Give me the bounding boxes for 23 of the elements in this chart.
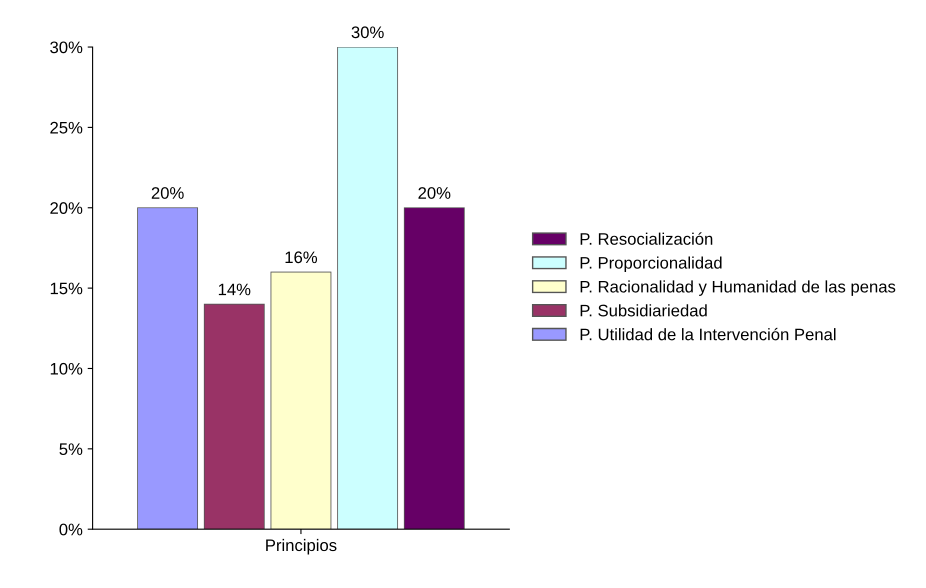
data-label: 30%	[352, 26, 384, 38]
y-tick-label: 5%	[59, 443, 82, 456]
data-label: 20%	[418, 187, 450, 199]
legend-label: P. Racionalidad y Humanidad de las penas	[580, 280, 896, 296]
y-tick-label: 15%	[50, 282, 82, 294]
bar	[204, 304, 265, 530]
bar	[337, 47, 398, 530]
y-tick-label: 10%	[50, 362, 82, 375]
y-tick-label: 30%	[50, 41, 82, 54]
y-tick-label: 20%	[50, 202, 82, 214]
data-label: 16%	[286, 251, 318, 264]
x-tick-label: Principios	[266, 538, 336, 554]
bar	[270, 272, 332, 530]
y-tick-label: 0%	[59, 524, 82, 536]
bar	[137, 207, 198, 530]
legend-label: P. Resocialización	[580, 232, 712, 245]
legend-label: P. Proporcionalidad	[580, 256, 722, 272]
y-tick-label: 25%	[50, 122, 82, 134]
bar	[404, 207, 465, 530]
data-label: 14%	[218, 284, 250, 296]
legend-label: P. Subsidiariedad	[580, 304, 707, 316]
data-label: 20%	[152, 187, 184, 199]
legend-label: P. Utilidad de la Intervención Penal	[580, 328, 836, 340]
